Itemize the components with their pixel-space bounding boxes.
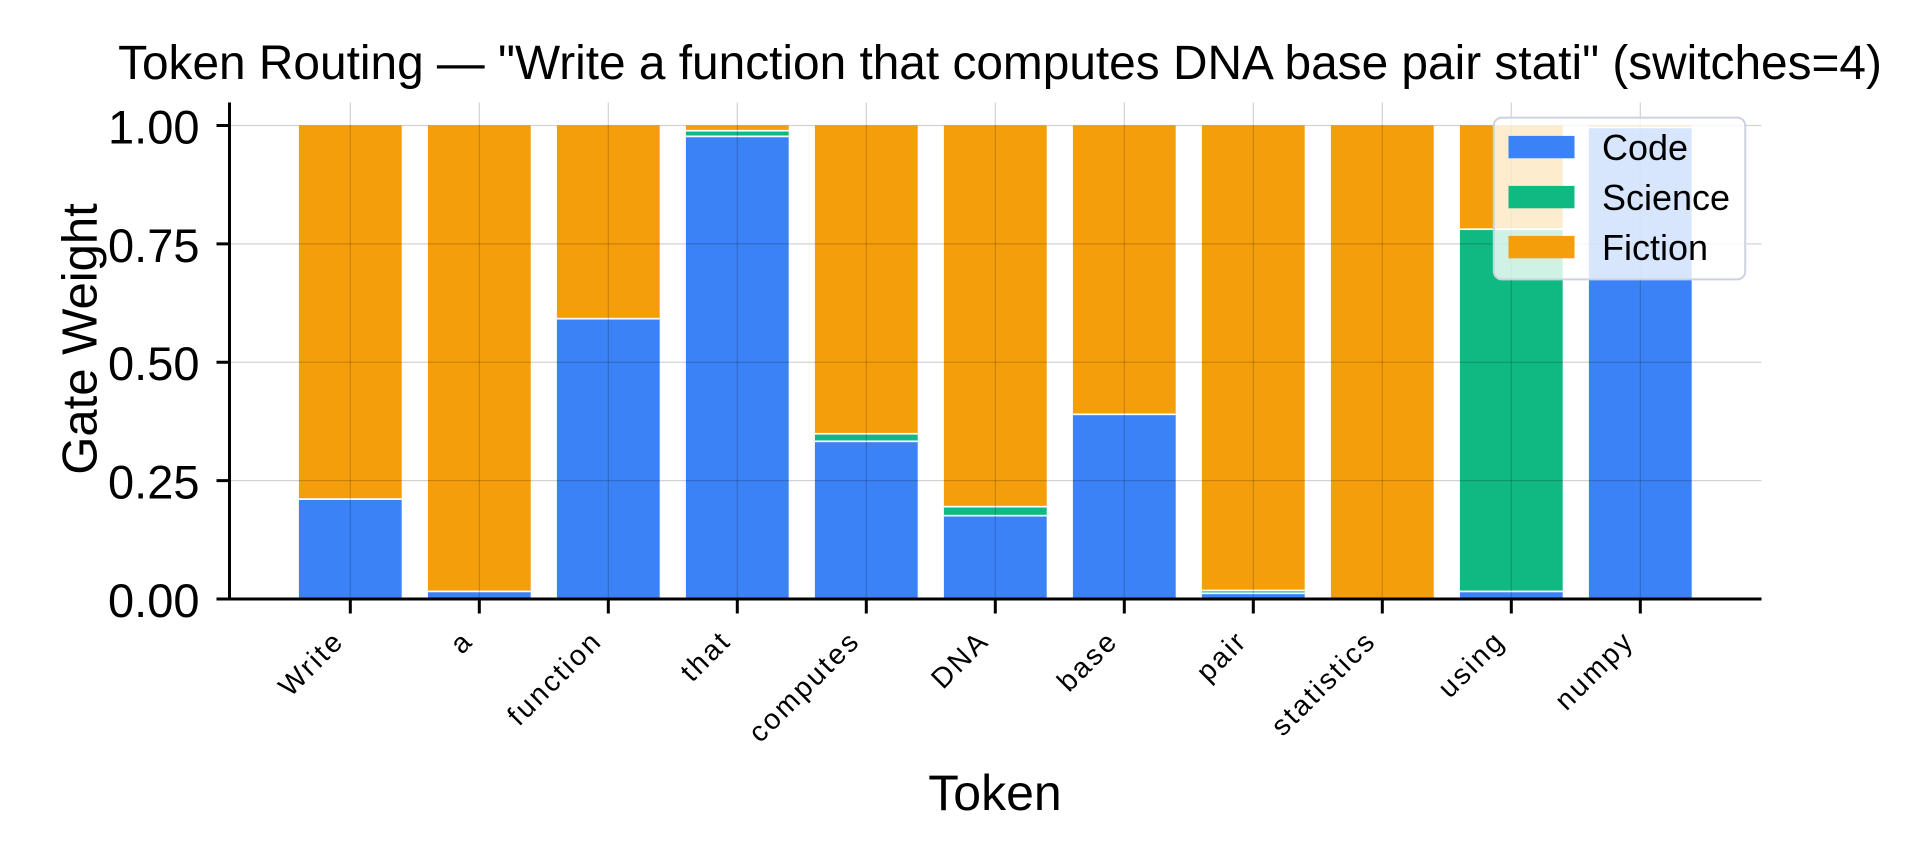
svg-text:Gate Weight: Gate Weight bbox=[54, 203, 108, 475]
svg-text:Token Routing — "Write a funct: Token Routing — "Write a function that c… bbox=[118, 37, 1882, 90]
svg-text:0.50: 0.50 bbox=[108, 337, 199, 390]
svg-text:Science: Science bbox=[1602, 177, 1730, 218]
svg-text:0.75: 0.75 bbox=[108, 219, 199, 272]
svg-text:0.00: 0.00 bbox=[108, 574, 199, 627]
svg-text:0.25: 0.25 bbox=[108, 456, 199, 509]
svg-text:Token: Token bbox=[928, 765, 1061, 821]
svg-text:1.00: 1.00 bbox=[108, 101, 199, 154]
svg-text:Fiction: Fiction bbox=[1602, 227, 1708, 268]
svg-text:Code: Code bbox=[1602, 127, 1688, 168]
